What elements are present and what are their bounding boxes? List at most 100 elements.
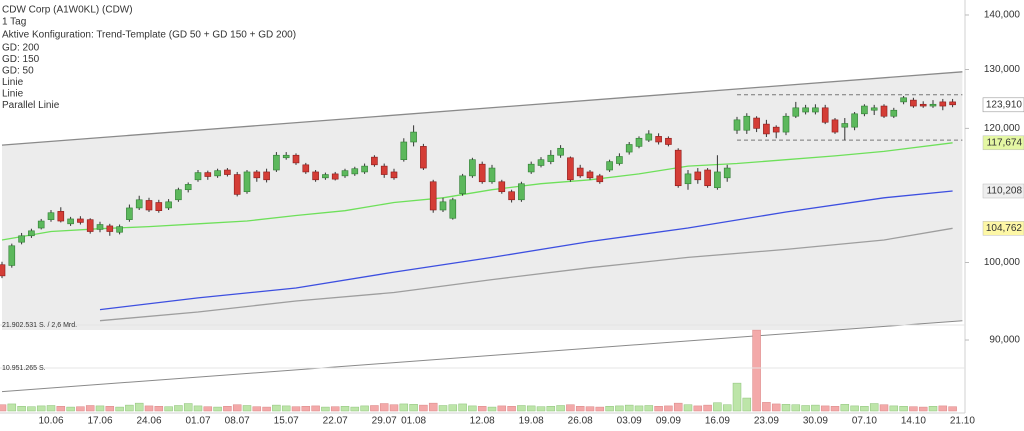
volume-bar <box>762 402 771 412</box>
candle-body <box>341 170 349 177</box>
candle-body <box>900 97 907 103</box>
volume-bar <box>575 406 585 412</box>
volume-bar <box>17 406 26 412</box>
volume-bar <box>468 405 477 412</box>
volume-bar <box>517 405 526 412</box>
volume-bar <box>321 406 330 412</box>
volume-bar <box>399 403 409 412</box>
candle-body <box>880 105 888 117</box>
axis-layer: 104,762 110,208 117,674 21.902.531 S. / 2,6… <box>0 10 1024 427</box>
candle-body <box>400 141 408 160</box>
volume-bar <box>497 405 507 412</box>
line-layer <box>1 71 963 393</box>
x-tick-label: 07.10 <box>852 416 877 427</box>
x-tick-label: 01.08 <box>401 416 426 427</box>
value-label-box <box>982 183 1024 199</box>
legend: CDW Corp (A1W0KL) (CDW) 1 Tag Aktive Kon… <box>2 5 296 112</box>
moving-average-line <box>99 227 953 322</box>
candle-body <box>714 171 721 189</box>
x-tick-label: 29.07 <box>372 416 397 427</box>
volume-bar <box>193 405 203 412</box>
volume-bar <box>36 405 46 412</box>
volume-bar <box>448 404 458 412</box>
candle-body <box>243 171 251 193</box>
volume-bar <box>928 406 938 412</box>
volume-bar <box>125 404 134 412</box>
y-tick-label: 130,000 <box>984 64 1021 75</box>
chart-annotation: Aktive Konfiguration: Trend-Template (GD… <box>2 30 296 41</box>
candle-body <box>47 212 55 220</box>
candle-body <box>77 218 84 223</box>
candle-body <box>86 219 94 232</box>
x-tick-label: 21.10 <box>950 416 975 427</box>
candle-body <box>214 170 221 177</box>
candle-body <box>302 164 310 173</box>
legend-entry: GD: 150 <box>2 54 40 65</box>
volume-bar <box>820 405 830 412</box>
candle-body <box>890 109 898 117</box>
candle-body <box>233 174 241 195</box>
value-label: 110,208 <box>987 186 1023 197</box>
candle-body <box>625 144 633 153</box>
candle-body <box>0 264 6 277</box>
volume-bar <box>654 406 663 412</box>
candle-body <box>96 224 104 230</box>
candle-body <box>576 167 584 177</box>
volume-bar <box>105 406 115 412</box>
candle-body <box>469 159 476 177</box>
volume-bar <box>879 404 889 412</box>
x-tick-label: 30.09 <box>803 416 828 427</box>
x-tick-label: 15.07 <box>274 416 299 427</box>
candle-body <box>165 201 172 209</box>
volume-bar <box>634 405 644 412</box>
volume-layer <box>0 329 957 412</box>
value-label-box <box>982 135 1024 151</box>
candle-layer <box>0 96 956 279</box>
candle-body <box>67 218 74 225</box>
volume-bar <box>507 406 516 412</box>
candle-body <box>929 103 937 107</box>
volume-bar <box>664 405 673 412</box>
candle-body <box>733 119 741 131</box>
candle-body <box>753 117 760 129</box>
volume-bar <box>458 403 467 412</box>
volume-bar <box>771 403 781 412</box>
volume-bar <box>223 406 232 412</box>
value-label: 104,762 <box>986 223 1023 234</box>
volume-bar <box>370 405 379 412</box>
volume-bar <box>340 406 350 412</box>
candle-body <box>126 207 133 220</box>
volume-bar <box>330 406 340 412</box>
volume-bar <box>389 404 399 412</box>
candle-body <box>28 230 35 237</box>
volume-bar <box>203 406 213 412</box>
volume-bar <box>66 406 75 412</box>
volume-bar <box>732 382 742 412</box>
y-tick-label: 90,000 <box>989 335 1020 346</box>
candle-body <box>204 172 212 177</box>
volume-bar <box>0 404 7 412</box>
volume-bar <box>438 405 448 412</box>
legend-entry: GD: 200 <box>2 43 40 54</box>
candle-body <box>498 181 506 193</box>
candle-body <box>420 146 427 169</box>
candle-body <box>635 137 643 147</box>
candle-body <box>694 171 702 181</box>
candle-body <box>655 136 662 143</box>
candle-body <box>106 225 114 232</box>
channel-band <box>2 71 963 330</box>
volume-bar <box>350 406 360 412</box>
candle-body <box>606 161 613 171</box>
volume-bar <box>889 405 899 412</box>
volume-bar <box>311 405 320 412</box>
volume-bar <box>752 329 761 412</box>
candle-body <box>792 107 800 117</box>
volume-bar <box>801 405 810 412</box>
volume-bar <box>624 404 634 412</box>
candle-body <box>371 156 378 166</box>
candle-body <box>518 183 525 201</box>
volume-bar <box>409 404 418 412</box>
volume-bar <box>673 402 683 412</box>
volume-tick-label: 21.902.531 S. / 2,6 Mrd. <box>2 322 77 329</box>
